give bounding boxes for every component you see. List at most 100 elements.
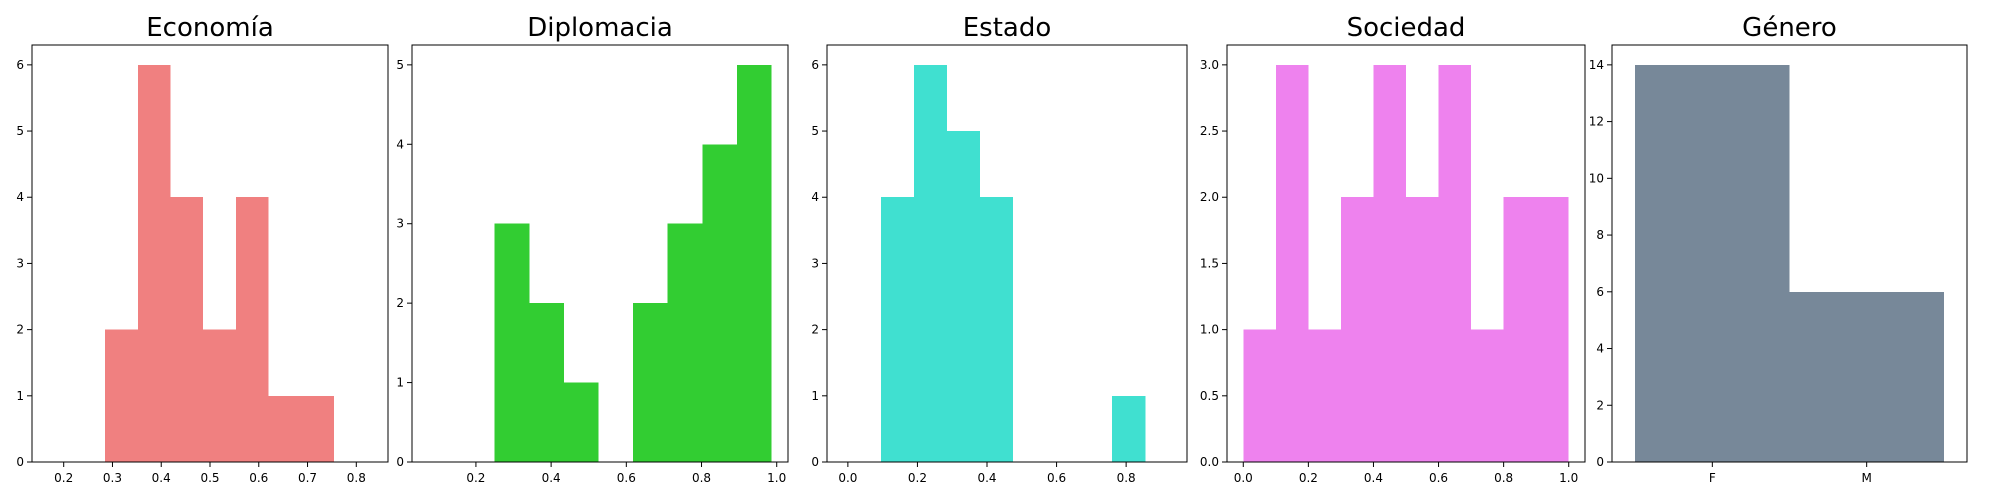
y-tick-label: 6 (1596, 285, 1604, 299)
y-tick-label: 4 (16, 190, 24, 204)
plot-frame (1611, 44, 1968, 463)
y-tick-label: 0 (16, 455, 24, 469)
x-tick-label: 0.2 (908, 471, 927, 485)
subplot-title: Sociedad (1347, 13, 1466, 43)
y-tick-label: 14 (1589, 58, 1604, 72)
bar (736, 64, 772, 462)
x-tick-label: 0.4 (542, 471, 561, 485)
y-tick-label: 0 (1596, 455, 1604, 469)
plot-frame (1226, 44, 1586, 463)
x-tick-label: 0.8 (1494, 471, 1513, 485)
x-tick-label: 0.0 (838, 471, 857, 485)
x-tick-label: M (1861, 471, 1871, 485)
x-tick-label: 1.0 (767, 471, 786, 485)
bar (1471, 329, 1504, 462)
subplot-1: 0 1 2 3 4 5 6 0.2 0.3 0.4 0.5 0.6 0.7 0.8 Economía (16, 13, 389, 485)
bar (633, 303, 668, 462)
y-tick-label: 12 (1589, 115, 1604, 129)
x-tick-label: 0.6 (249, 471, 268, 485)
subplot-title: Estado (963, 13, 1052, 43)
subplot-2: 0 1 2 3 4 5 0.2 0.4 0.6 0.8 1.0 Diplomacia (396, 13, 789, 485)
x-tick-label: 0.6 (617, 471, 636, 485)
y-tick-label: 4 (396, 137, 404, 151)
bar (301, 395, 334, 462)
bar (1536, 197, 1569, 462)
x-tick-label: 0.8 (347, 471, 366, 485)
bar (980, 197, 1014, 462)
y-tick-label: 0 (811, 455, 819, 469)
bar (203, 329, 236, 462)
y-tick-label: 4 (1596, 342, 1604, 356)
bar (667, 223, 703, 462)
plot-frame (826, 44, 1188, 463)
y-tick-label: 6 (16, 58, 24, 72)
x-tick-label: 0.4 (1364, 471, 1383, 485)
subplot-4: 0.0 0.5 1.0 1.5 2.0 2.5 3.0 0.0 0.2 0.4 0.6 0.8 1.0 S… (1200, 13, 1586, 485)
y-tick-label: 3 (396, 217, 404, 231)
bar (1112, 395, 1146, 462)
bar (563, 382, 599, 462)
x-tick-label: 0.0 (1234, 471, 1253, 485)
y-tick-label: 2 (16, 323, 24, 337)
y-tick-label: 3 (811, 256, 819, 270)
bar (137, 64, 171, 462)
y-tick-label: 1.5 (1200, 256, 1219, 270)
bar (702, 144, 737, 463)
bar (529, 303, 564, 462)
y-tick-label: 0.0 (1200, 455, 1219, 469)
subplot-title: Diplomacia (527, 13, 673, 43)
y-tick-label: 2 (1596, 398, 1604, 412)
y-tick-label: 1 (396, 376, 404, 390)
y-tick-label: 6 (811, 58, 819, 72)
x-tick-label: 0.6 (1429, 471, 1448, 485)
bar (1635, 64, 1790, 462)
bar (1503, 197, 1537, 462)
y-tick-label: 5 (16, 124, 24, 138)
subplot-title: Economía (146, 13, 274, 43)
y-tick-label: 0.5 (1200, 389, 1219, 403)
y-tick-label: 2 (396, 296, 404, 310)
y-tick-label: 1 (16, 389, 24, 403)
x-tick-label: 0.7 (298, 471, 317, 485)
bar (947, 131, 981, 463)
x-tick-label: 0.3 (103, 471, 122, 485)
bar (1308, 329, 1341, 462)
y-tick-label: 5 (396, 58, 404, 72)
subplot-3: 0 1 2 3 4 5 6 0.0 0.2 0.4 0.6 0.8 Estado (811, 13, 1188, 485)
bar (105, 329, 138, 462)
x-tick-label: 0.2 (54, 471, 73, 485)
bar (1438, 64, 1472, 462)
x-tick-label: 0.4 (152, 471, 171, 485)
y-tick-label: 1.0 (1200, 323, 1219, 337)
y-tick-label: 2 (811, 323, 819, 337)
x-tick-label: 0.2 (466, 471, 485, 485)
x-tick-label: 0.5 (200, 471, 219, 485)
y-tick-label: 3.0 (1200, 58, 1219, 72)
x-tick-label: 0.6 (1047, 471, 1066, 485)
x-tick-label: 0.8 (1117, 471, 1136, 485)
x-tick-label: 1.0 (1559, 471, 1578, 485)
y-tick-label: 4 (811, 190, 819, 204)
y-tick-label: 10 (1589, 171, 1604, 185)
y-tick-label: 5 (811, 124, 819, 138)
y-tick-label: 2.0 (1200, 190, 1219, 204)
bar (1340, 197, 1374, 462)
bar (1373, 64, 1406, 462)
bar (1406, 197, 1439, 462)
x-tick-label: F (1709, 471, 1716, 485)
y-tick-label: 1 (811, 389, 819, 403)
x-tick-label: 0.2 (1299, 471, 1318, 485)
bar (1275, 64, 1309, 462)
bar (268, 395, 302, 462)
bar (235, 197, 269, 462)
bar (170, 197, 204, 462)
subplot-title: Género (1742, 13, 1837, 43)
bar (913, 64, 947, 462)
bar (494, 223, 530, 462)
y-tick-label: 0 (396, 455, 404, 469)
y-tick-label: 8 (1596, 228, 1604, 242)
y-tick-label: 2.5 (1200, 124, 1219, 138)
bar (1243, 329, 1276, 462)
x-tick-label: 0.4 (977, 471, 996, 485)
